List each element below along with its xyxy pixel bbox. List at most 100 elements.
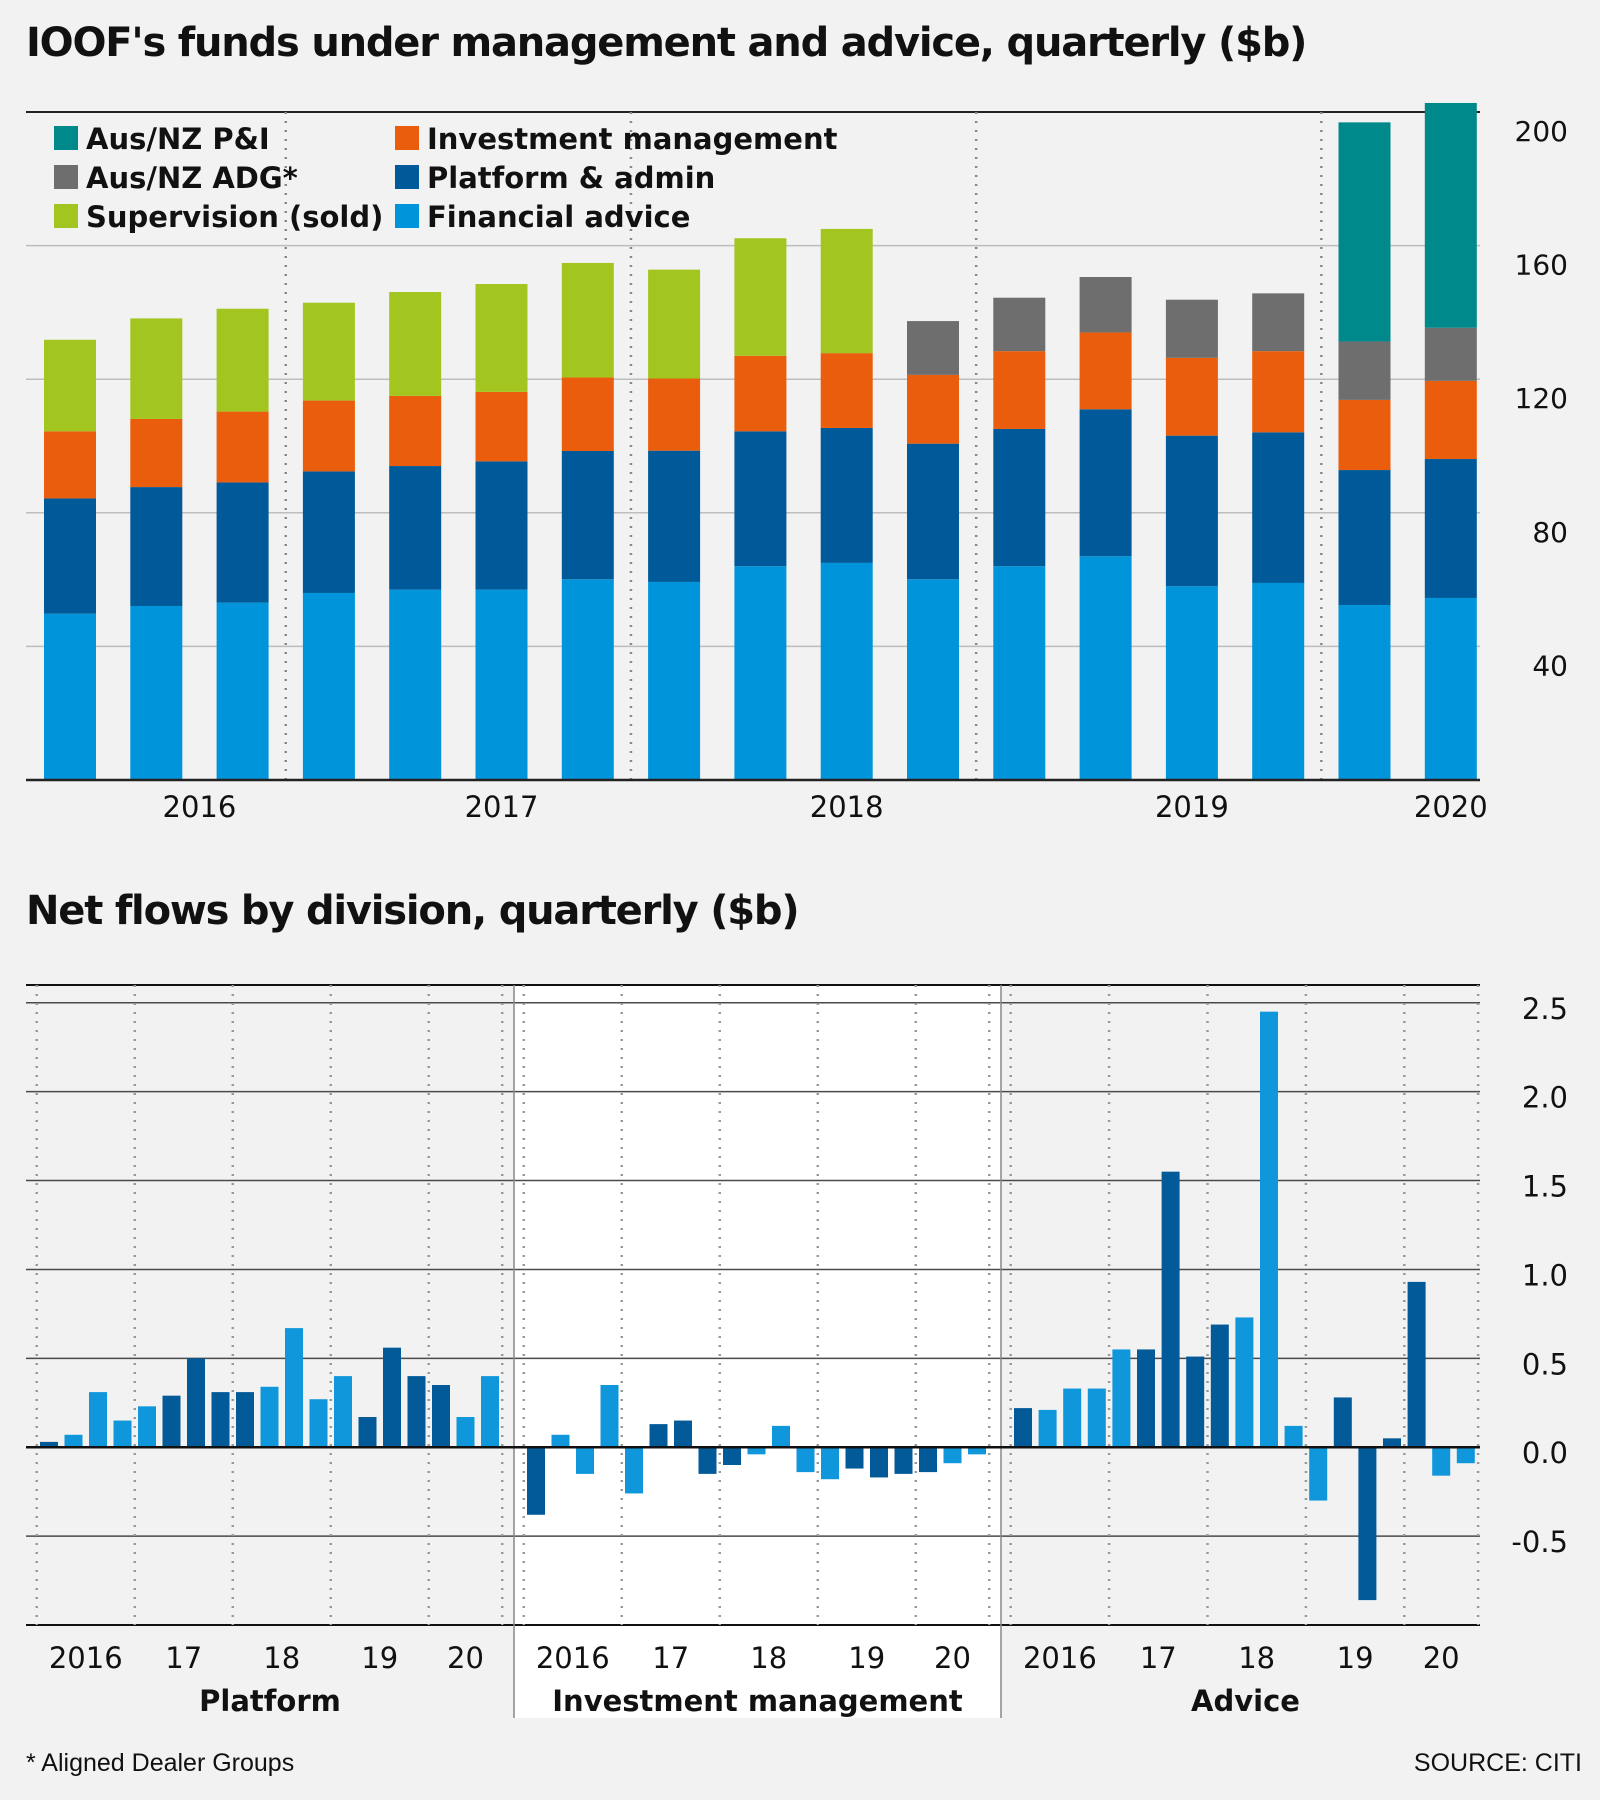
- flow-bar: [1014, 1408, 1032, 1448]
- x-year-label: 2020: [1414, 790, 1488, 824]
- panel-name-label: Investment management: [552, 1684, 963, 1718]
- legend-swatch: [395, 204, 419, 228]
- bar-segment: [44, 339, 96, 432]
- flow-bar: [576, 1447, 594, 1474]
- panel-name-label: Advice: [1191, 1684, 1300, 1718]
- flow-bar: [1087, 1388, 1106, 1448]
- y-tick-label: 0.0: [1522, 1436, 1568, 1470]
- bar-segment: [907, 374, 959, 444]
- bar-segment: [561, 377, 614, 452]
- bar-segment: [907, 321, 959, 375]
- x-year-label: 17: [652, 1641, 689, 1675]
- bar-segment: [1338, 341, 1391, 400]
- bar-segment: [993, 351, 1046, 429]
- flow-bar: [723, 1447, 741, 1465]
- flow-bar: [625, 1447, 643, 1494]
- x-year-label: 19: [1337, 1641, 1374, 1675]
- flow-bar: [1333, 1397, 1352, 1448]
- bar-segment: [1079, 332, 1132, 410]
- bar-segment: [648, 378, 701, 451]
- bar-segment: [1424, 102, 1477, 328]
- bar-segment: [389, 395, 442, 467]
- x-year-label: 2016: [49, 1641, 123, 1675]
- bar-segment: [648, 581, 701, 780]
- y-tick-label: 1.5: [1522, 1170, 1568, 1204]
- chart-title-net-flows: Net flows by division, quarterly ($b): [26, 888, 800, 934]
- x-year-label: 2016: [1023, 1641, 1097, 1675]
- bar-segment: [907, 579, 959, 780]
- bar-segment: [1165, 357, 1218, 436]
- bar-segment: [389, 466, 442, 590]
- bar-segment: [44, 431, 96, 499]
- y-tick-label: 0.5: [1522, 1347, 1568, 1381]
- bar-segment: [216, 482, 269, 603]
- bar-segment: [561, 579, 614, 780]
- x-year-label: 18: [1238, 1641, 1275, 1675]
- bar-segment: [907, 443, 959, 580]
- bar-segment: [302, 592, 355, 780]
- legend-label: Financial advice: [427, 200, 690, 234]
- flow-bar: [1358, 1447, 1377, 1601]
- flow-bar: [943, 1447, 962, 1464]
- bar-segment: [734, 431, 787, 567]
- flow-bar: [674, 1420, 692, 1448]
- flow-bar: [285, 1328, 303, 1448]
- flow-bar: [64, 1434, 83, 1448]
- x-year-label: 20: [447, 1641, 484, 1675]
- x-year-label: 18: [750, 1641, 787, 1675]
- bar-segment: [130, 487, 183, 606]
- bar-segment: [1424, 597, 1477, 780]
- flow-bar: [894, 1447, 913, 1474]
- bar-segment: [1424, 459, 1477, 598]
- flow-bar: [456, 1417, 475, 1448]
- bar-segment: [993, 297, 1046, 352]
- flow-bar: [383, 1347, 401, 1448]
- flow-bar: [1456, 1447, 1475, 1464]
- flow-bar: [919, 1447, 937, 1473]
- y-tick-label: 80: [1532, 516, 1568, 549]
- flow-bar: [551, 1434, 570, 1448]
- flow-bar: [113, 1420, 132, 1448]
- flow-bar: [236, 1392, 254, 1448]
- highlight-panel-background: [514, 985, 1001, 1718]
- bar-segment: [475, 284, 528, 392]
- bar-segment: [130, 605, 183, 780]
- flow-bar: [40, 1441, 58, 1448]
- flow-bar: [1137, 1349, 1155, 1448]
- net-flows-bar-chart: 2.5 2.0 1.5 1.0 0.5 0.0 -0.5 2016 17 18 19 20 Platfo…: [26, 984, 1568, 1718]
- legend-swatch: [395, 126, 419, 150]
- x-year-label: 20: [1423, 1641, 1460, 1675]
- x-year-label: 2018: [810, 790, 884, 824]
- flow-bar: [138, 1406, 156, 1448]
- bar-segment: [1424, 380, 1477, 460]
- y-tick-label: 160: [1515, 249, 1568, 282]
- x-year-label: 17: [165, 1641, 202, 1675]
- flow-bar: [821, 1447, 839, 1480]
- x-year-label: 18: [263, 1641, 300, 1675]
- bar-segment: [1165, 435, 1218, 587]
- flow-bar: [260, 1386, 279, 1448]
- flow-bar: [649, 1424, 668, 1448]
- bar-segment: [1338, 399, 1391, 471]
- flow-bar: [1432, 1447, 1451, 1476]
- legend-label: Platform & admin: [427, 161, 715, 195]
- bar-segment: [1252, 582, 1305, 780]
- y-tick-label: 2.5: [1522, 992, 1568, 1026]
- bar-segment: [1079, 409, 1132, 557]
- x-year-label: 19: [848, 1641, 885, 1675]
- x-year-label: 20: [934, 1641, 971, 1675]
- bar-segment: [1165, 586, 1218, 780]
- bar-segment: [561, 451, 614, 580]
- bar-segment: [734, 355, 787, 432]
- bar-segment: [820, 427, 873, 563]
- flow-bar: [870, 1447, 888, 1478]
- legend-label: Supervision (sold): [86, 200, 383, 234]
- bar-segment: [1338, 470, 1391, 605]
- x-year-label: 19: [361, 1641, 398, 1675]
- bar-segment: [1338, 122, 1391, 342]
- bar-segment: [1424, 327, 1477, 381]
- bar-segment: [1165, 299, 1218, 358]
- x-year-label: 2017: [465, 790, 539, 824]
- legend-label: Investment management: [427, 122, 838, 156]
- legend-label: Aus/NZ ADG*: [86, 161, 298, 195]
